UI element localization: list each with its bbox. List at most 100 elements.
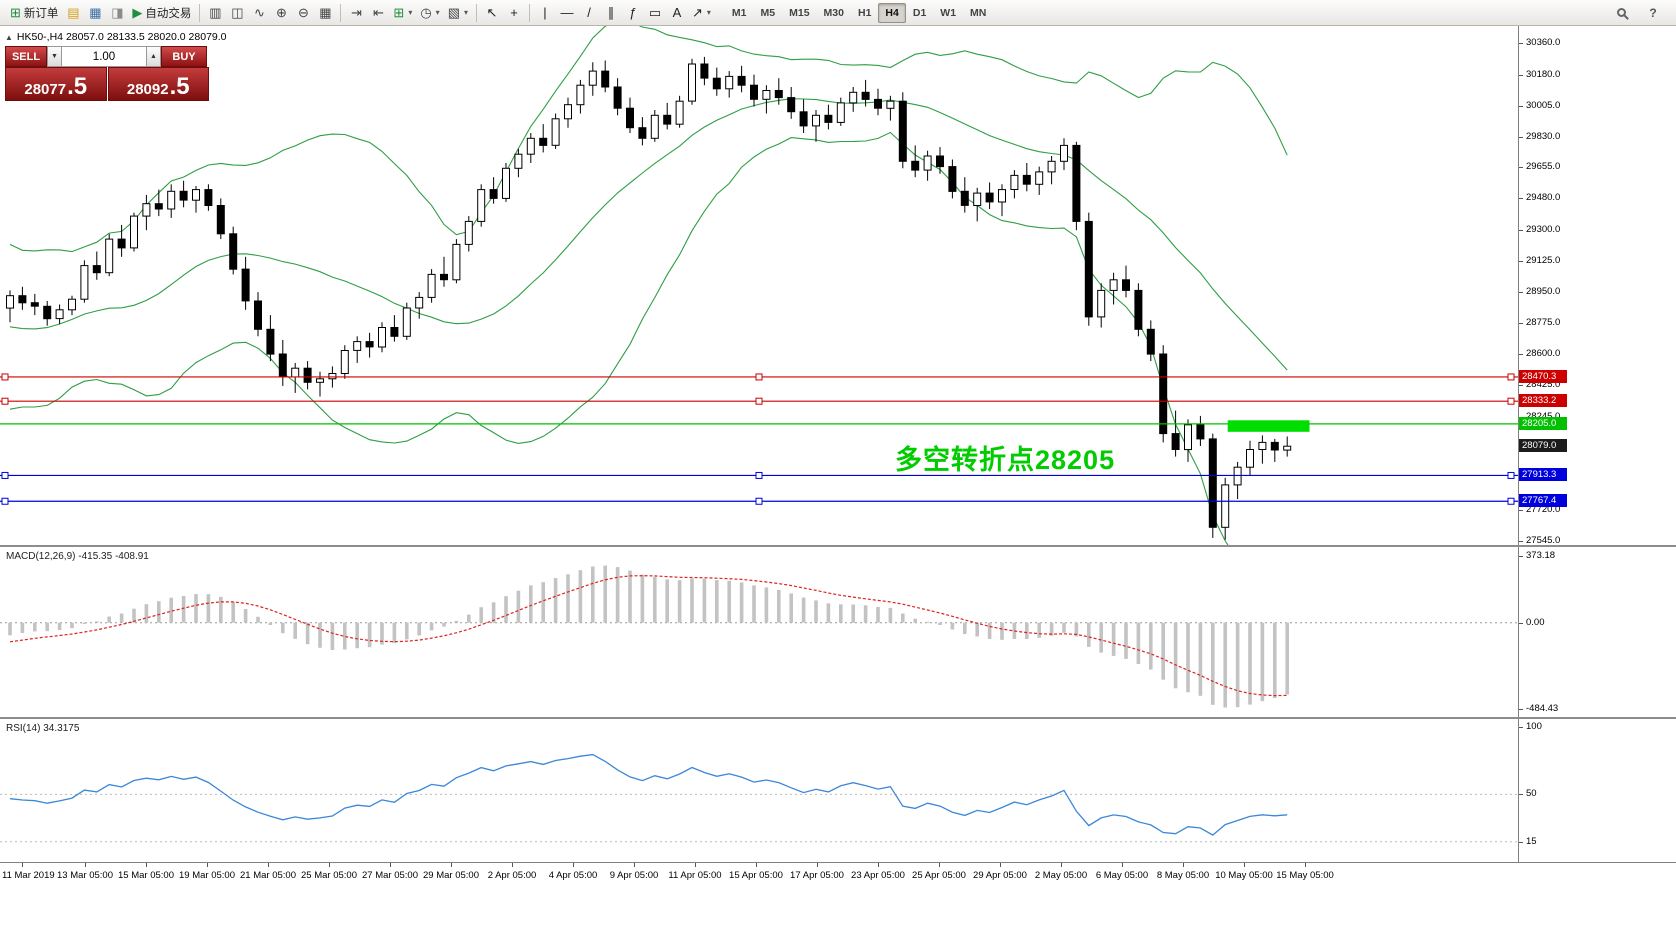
macd-panel[interactable] (0, 548, 1518, 717)
volume-up-button[interactable]: ▲ (146, 46, 161, 67)
auto-scroll-button[interactable]: ⇥ (345, 3, 367, 23)
candle (477, 184, 486, 227)
timeframe-mn-button[interactable]: MN (970, 6, 987, 19)
crosshair-button[interactable]: + (503, 3, 525, 23)
volume-input[interactable] (62, 46, 146, 67)
bar-chart-button[interactable]: ▥ (204, 3, 226, 23)
new-order-button[interactable]: ⊞ 新订单 (6, 3, 62, 23)
toolbar-main: ⊞ 新订单 ▤ ▦ ◨ ▶ 自动交易 ▥ ◫ ∿ ⊕ ⊖ ▦ ⇥ ⇤ ⊞ ▾ ◷ ▾ ▧ ▾ ↖ + | — / ∥ ƒ ▭ A ↗ ▾ (6, 3, 715, 23)
highlight-rectangle[interactable] (1227, 420, 1310, 432)
timeframe-m15-button[interactable]: M15 (789, 6, 810, 19)
auto-scroll-icon: ⇥ (350, 5, 362, 20)
terminal-button[interactable]: ◨ (106, 3, 128, 23)
one-click-trading-panel: SELL ▼ ▲ BUY 28077.5 28092.5 (5, 46, 209, 101)
candle (812, 110, 820, 142)
candle (898, 92, 907, 169)
periods-button[interactable]: ◷ ▾ (416, 3, 443, 23)
timeframe-m5-button[interactable]: M5 (760, 6, 776, 19)
line-handle[interactable] (1507, 497, 1515, 505)
candle (601, 60, 610, 93)
line-handle[interactable] (755, 373, 763, 381)
horizontal-line-button[interactable]: — (556, 3, 578, 23)
chevron-down-icon[interactable]: ▾ (463, 8, 468, 17)
channel-button[interactable]: ∥ (600, 3, 622, 23)
price-axis-tick (1519, 622, 1523, 624)
panel-divider[interactable] (0, 717, 1676, 719)
line-handle[interactable] (1, 397, 9, 405)
line-handle[interactable] (1507, 373, 1515, 381)
line-chart-button[interactable]: ∿ (248, 3, 270, 23)
auto-trading-button[interactable]: ▶ 自动交易 (128, 3, 195, 23)
line-handle[interactable] (1, 471, 9, 479)
candle (142, 194, 151, 231)
candlestick-chart-button[interactable]: ◫ (226, 3, 248, 23)
line-handle[interactable] (1507, 471, 1515, 479)
zoom-in-button[interactable]: ⊕ (270, 3, 292, 23)
line-handle[interactable] (1, 373, 9, 381)
tile-windows-button[interactable]: ▦ (314, 3, 336, 23)
price-axis-tick (1519, 198, 1523, 200)
candle (340, 345, 349, 379)
zoom-out-button[interactable]: ⊖ (292, 3, 314, 23)
arrows-button[interactable]: ↗ ▾ (688, 3, 715, 23)
templates-button[interactable]: ▧ ▾ (444, 3, 472, 23)
chart-shift-button[interactable]: ⇤ (367, 3, 389, 23)
timeframe-w1-button[interactable]: W1 (940, 6, 957, 19)
candle (1010, 170, 1019, 199)
current-price-tag: 28079.0 (1519, 439, 1567, 453)
line-handle[interactable] (755, 497, 763, 505)
buy-button[interactable]: BUY (161, 46, 207, 67)
timeframe-m30-button[interactable]: M30 (823, 6, 844, 19)
candle (663, 102, 672, 130)
sell-button[interactable]: SELL (5, 46, 47, 67)
time-axis-tick (207, 863, 208, 867)
candle (576, 79, 585, 114)
chart-window: ▲ HK50-,H4 28057.0 28133.5 28020.0 28079… (0, 26, 1676, 947)
price-axis-label: 28245.0 (1526, 411, 1560, 422)
text-button[interactable]: A (666, 3, 688, 23)
candle (886, 95, 895, 121)
macd-signal-line (9, 575, 1288, 697)
line-handle[interactable] (1507, 397, 1515, 405)
vertical-line-button[interactable]: | (534, 3, 556, 23)
candle (440, 256, 448, 287)
time-axis[interactable]: 11 Mar 2019 13 Mar 05:00 15 Mar 05:00 19 Ma… (0, 862, 1676, 890)
cursor-button[interactable]: ↖ (481, 3, 503, 23)
timeframe-h4-button[interactable]: H4 (878, 2, 906, 23)
time-axis-label: 29 Mar 05:00 (423, 870, 479, 881)
price-axis-label: 28950.0 (1526, 286, 1561, 298)
market-watch-button[interactable]: ▤ (62, 3, 84, 23)
sell-price-button[interactable]: 28077.5 (5, 67, 107, 101)
chevron-down-icon[interactable]: ▾ (435, 8, 440, 17)
panel-divider[interactable] (0, 545, 1676, 547)
chevron-down-icon[interactable]: ▾ (706, 8, 711, 17)
chart-annotation-text[interactable]: 多空转折点28205 (895, 445, 1116, 475)
line-handle[interactable] (1, 497, 9, 505)
timeframe-d1-button[interactable]: D1 (912, 6, 927, 19)
indicators-button[interactable]: ⊞ ▾ (389, 3, 416, 23)
main-chart[interactable] (0, 26, 1518, 545)
candle (1022, 163, 1031, 192)
buy-price-button[interactable]: 28092.5 (107, 67, 209, 101)
fibonacci-button[interactable]: ƒ (622, 3, 644, 23)
candle (167, 184, 176, 218)
volume-down-button[interactable]: ▼ (47, 46, 62, 67)
help-button[interactable]: ? (1642, 3, 1664, 23)
line-handle[interactable] (755, 471, 763, 479)
price-axis[interactable]: 30360.0 30180.0 30005.0 29830.0 29655.0 29480… (1518, 26, 1676, 862)
timeframe-m1-button[interactable]: M1 (731, 6, 747, 19)
time-axis-tick (756, 863, 757, 867)
timeframe-h1-button[interactable]: H1 (857, 6, 872, 19)
trendline-button[interactable]: / (578, 3, 600, 23)
search-button[interactable] (1610, 3, 1632, 23)
candle (415, 292, 424, 319)
candle (1060, 138, 1068, 171)
rsi-panel[interactable] (0, 720, 1518, 862)
price-axis-label: 29830.0 (1526, 130, 1561, 142)
candle (1196, 415, 1205, 446)
line-handle[interactable] (755, 397, 763, 405)
shapes-button[interactable]: ▭ (644, 3, 666, 23)
data-window-button[interactable]: ▦ (84, 3, 106, 23)
price-level-tag: 27913.3 (1519, 468, 1567, 482)
chevron-down-icon[interactable]: ▾ (408, 8, 413, 17)
